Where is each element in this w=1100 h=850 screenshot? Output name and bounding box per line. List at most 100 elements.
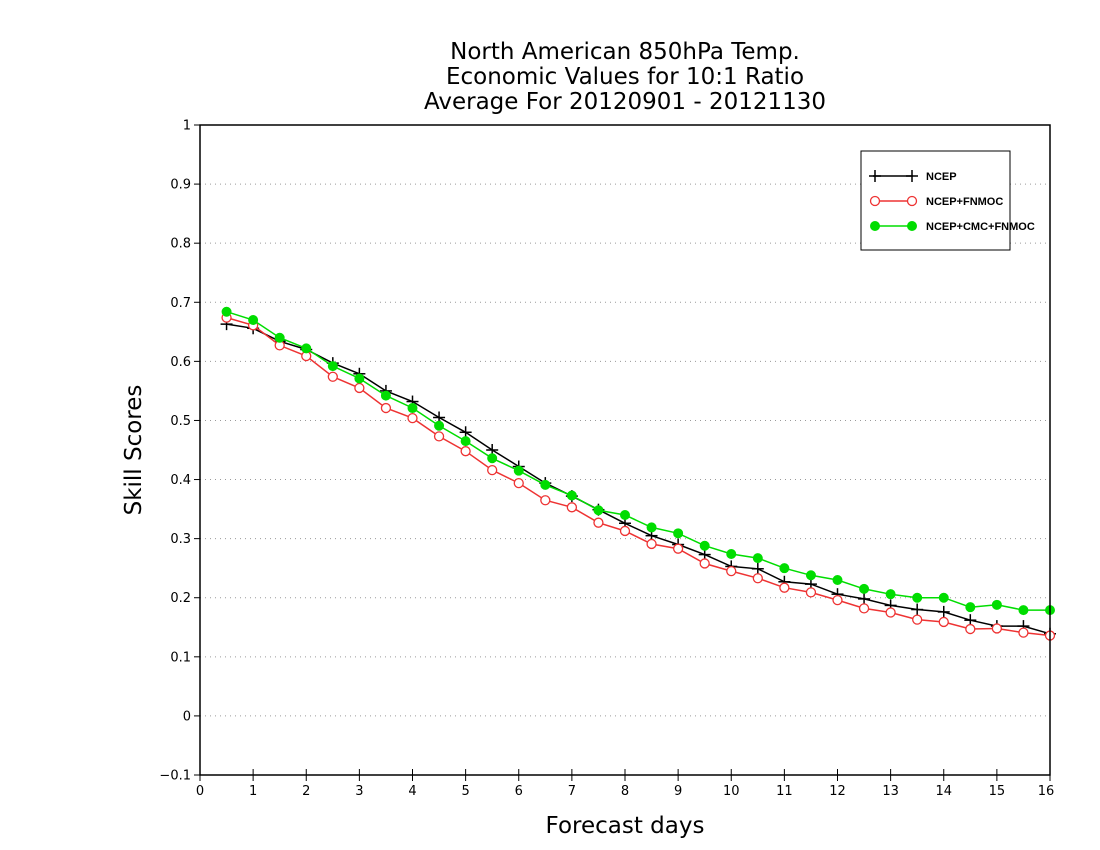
data-point — [751, 562, 764, 575]
data-point — [221, 306, 232, 317]
x-tick-label: 3 — [355, 784, 363, 799]
legend-marker — [870, 221, 880, 231]
data-point — [911, 603, 924, 616]
data-point — [726, 565, 737, 577]
title-line-3: Average For 20120901 - 20121130 — [424, 89, 826, 115]
x-tick-label: 9 — [674, 784, 682, 799]
series-layer — [220, 306, 1056, 641]
x-tick-label: 13 — [882, 784, 899, 799]
y-axis-label: Skill Scores — [121, 385, 147, 516]
data-point — [248, 315, 259, 325]
data-point — [938, 592, 949, 603]
data-point — [885, 607, 896, 618]
data-point — [274, 332, 285, 343]
data-point — [699, 558, 710, 569]
legend: NCEP NCEP+FNMOC NCEP+CMC+FNMOC — [860, 150, 1035, 251]
data-point — [832, 594, 843, 606]
series-3 — [221, 306, 1055, 616]
data-point — [593, 517, 604, 528]
data-point — [380, 390, 391, 401]
data-point — [672, 543, 684, 554]
x-tick-label: 1 — [249, 784, 257, 799]
data-point — [1018, 605, 1029, 616]
y-tick-label: 0.2 — [170, 591, 191, 606]
x-tick-label: 14 — [935, 784, 952, 799]
data-point — [620, 510, 630, 520]
data-point — [991, 623, 1003, 634]
y-tick-label: 0.9 — [170, 178, 191, 193]
legend-marker — [907, 221, 917, 231]
data-point — [752, 553, 763, 564]
data-point — [487, 464, 498, 476]
y-tick-label: 1 — [183, 119, 191, 134]
data-point — [593, 505, 604, 516]
series-2 — [221, 312, 1056, 641]
legend-marker — [906, 195, 918, 207]
series-1 — [220, 318, 1056, 640]
x-axis-label: Forecast days — [546, 813, 705, 839]
data-point — [487, 453, 498, 464]
x-tick-label: 0 — [196, 784, 204, 799]
y-tick-label: 0.4 — [170, 473, 191, 488]
x-tick-label: 11 — [776, 784, 793, 799]
data-point — [965, 602, 976, 613]
y-tick-label: 0.8 — [170, 237, 191, 252]
data-point — [460, 446, 471, 457]
legend-marker — [906, 170, 918, 182]
x-tick-label: 16 — [1038, 784, 1055, 799]
data-point — [301, 343, 312, 354]
data-point — [433, 431, 445, 442]
data-point — [805, 570, 816, 581]
data-point — [540, 479, 551, 490]
x-tick-label: 5 — [461, 784, 469, 799]
data-point — [460, 436, 471, 447]
y-tick-label: 0 — [183, 709, 191, 724]
series-line — [226, 316, 1051, 637]
chart-title: North American 850hPa Temp.Economic Valu… — [424, 39, 826, 115]
x-tick-label: 10 — [723, 784, 740, 799]
data-point — [354, 373, 365, 384]
data-point — [1018, 627, 1029, 638]
data-point — [380, 402, 392, 414]
data-point — [752, 573, 763, 584]
data-point — [912, 614, 923, 625]
series-line — [226, 323, 1051, 635]
data-point — [991, 599, 1002, 610]
x-tick-label: 4 — [408, 784, 416, 799]
gridlines — [200, 183, 1050, 717]
y-tick-label: −0.1 — [159, 769, 191, 784]
x-tick-label: 15 — [989, 784, 1006, 799]
y-tick-label: 0.7 — [170, 296, 191, 311]
y-tick-label: 0.1 — [170, 650, 191, 665]
data-point — [513, 477, 524, 489]
data-point — [859, 583, 870, 594]
data-point — [619, 525, 631, 537]
legend-label: NCEP — [926, 171, 957, 183]
data-point — [726, 549, 737, 559]
legend-label: NCEP+FNMOC — [926, 196, 1003, 208]
data-point — [912, 592, 923, 603]
legend-marker — [869, 195, 881, 207]
data-point — [805, 587, 817, 598]
data-point — [965, 623, 976, 635]
data-point — [646, 522, 657, 533]
x-tick-label: 8 — [621, 784, 629, 799]
data-point — [646, 538, 657, 550]
data-point — [434, 420, 445, 431]
title-line-1: North American 850hPa Temp. — [450, 39, 800, 65]
axis-ticks: −0.100.10.20.30.40.50.60.70.80.910 1 2 3 4 5 6… — [159, 119, 1054, 800]
data-point — [407, 403, 418, 414]
data-point — [937, 605, 950, 618]
y-tick-label: 0.3 — [170, 532, 191, 547]
data-point — [885, 589, 896, 600]
data-point — [354, 382, 365, 394]
y-tick-label: 0.5 — [170, 414, 191, 429]
series-line — [226, 310, 1050, 611]
data-point — [566, 490, 577, 501]
data-point — [832, 575, 843, 585]
title-line-2: Economic Values for 10:1 Ratio — [446, 64, 804, 90]
y-tick-label: 0.6 — [170, 355, 191, 370]
data-point — [779, 563, 790, 574]
data-point — [858, 603, 870, 614]
